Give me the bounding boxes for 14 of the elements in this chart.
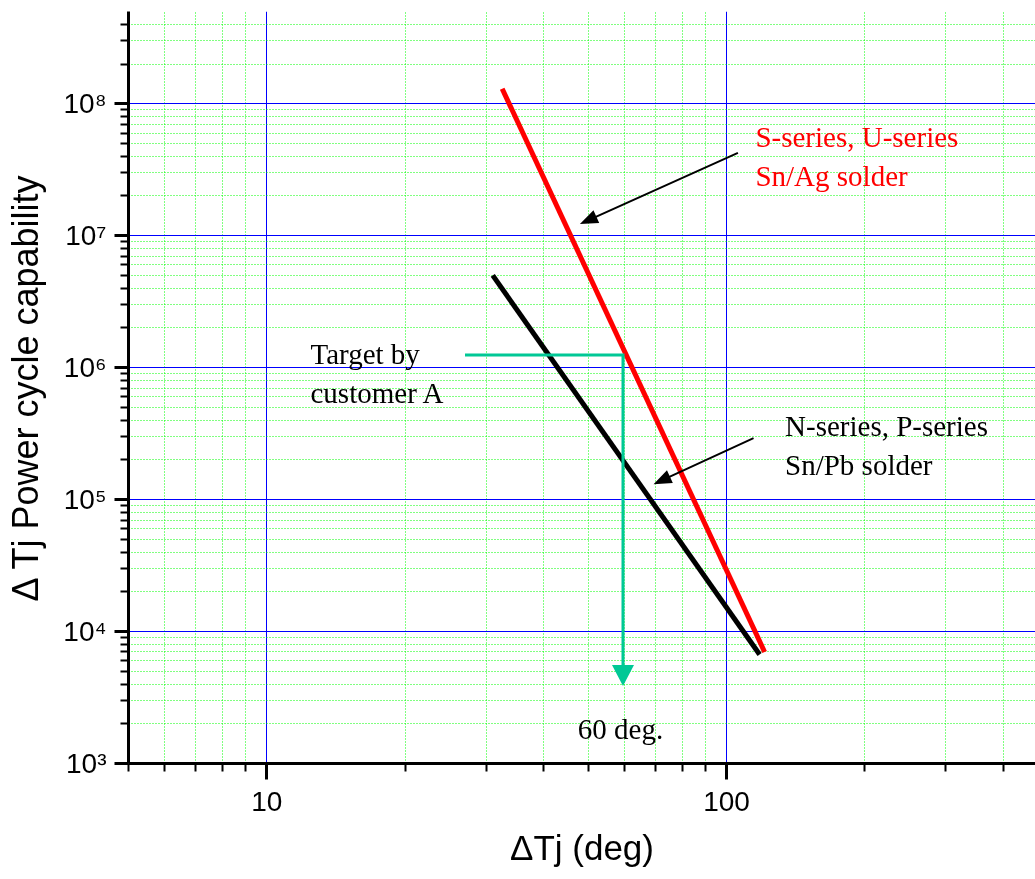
legend-label: N-series, P-series Sn/Pb solder [785,409,988,481]
annotation: 60 deg. [577,712,664,745]
x-tick-label: 100 [703,785,750,817]
y-tick-label: 10⁵ [63,484,107,516]
x-tick-label: 10 [251,785,283,817]
text: S-series, U-series Sn/Ag solder [755,121,959,193]
y-tick-label: 10⁷ [65,220,107,252]
x-axis-title: ΔTj (deg) [510,827,654,867]
y-tick-label: 10³ [66,748,107,779]
y-tick-label: 10⁸ [63,88,107,120]
y-tick-label: 10⁶ [63,352,107,384]
y-axis-title: Δ Tj Power cycle capability [5,175,47,602]
annotation: Target by customer A [310,337,444,409]
y-tick-label: 10⁴ [63,616,107,648]
